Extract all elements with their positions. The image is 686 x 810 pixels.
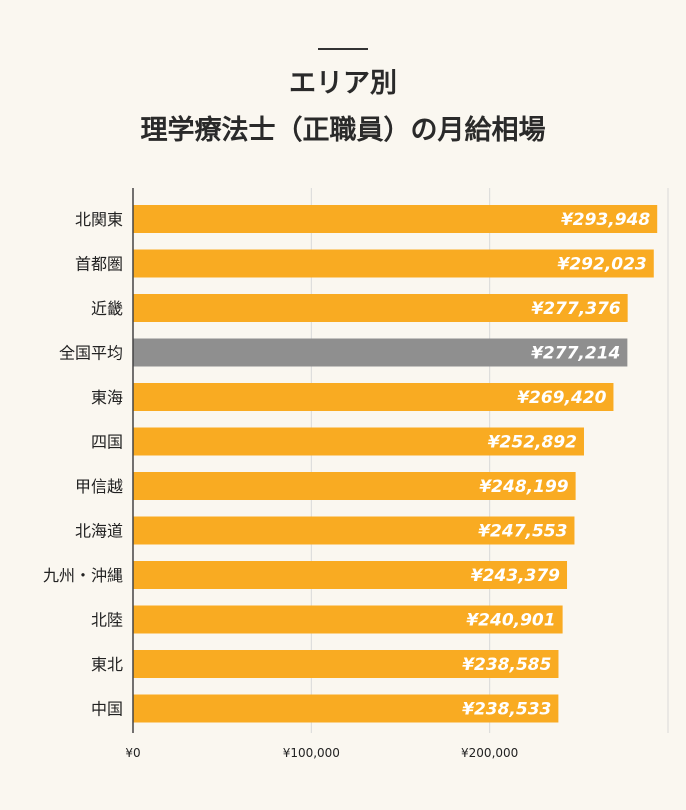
value-label: ¥292,023 bbox=[558, 255, 647, 275]
category-label: 甲信越 bbox=[75, 477, 123, 496]
bar bbox=[133, 694, 559, 723]
bar bbox=[133, 249, 654, 278]
value-label: ¥240,901 bbox=[466, 611, 555, 631]
bar bbox=[133, 561, 568, 589]
category-label: 東海 bbox=[91, 388, 123, 407]
bar bbox=[133, 338, 628, 367]
category-label: 近畿 bbox=[91, 299, 123, 318]
x-tick-label: ¥100,000 bbox=[283, 746, 340, 760]
bar bbox=[133, 383, 614, 411]
bar bbox=[133, 427, 584, 456]
bar bbox=[133, 205, 658, 233]
value-label: ¥248,199 bbox=[479, 477, 568, 497]
category-label: 北海道 bbox=[75, 522, 123, 541]
value-label: ¥238,585 bbox=[462, 655, 551, 675]
bar bbox=[133, 516, 575, 545]
value-label: ¥277,214 bbox=[531, 344, 620, 364]
x-tick-label: ¥200,000 bbox=[461, 746, 518, 760]
category-label: 北関東 bbox=[75, 210, 123, 229]
value-label: ¥238,533 bbox=[462, 700, 551, 720]
bar bbox=[133, 294, 628, 322]
bar bbox=[133, 605, 563, 634]
category-label: 東北 bbox=[91, 655, 123, 674]
value-label: ¥243,379 bbox=[471, 566, 560, 586]
value-label: ¥269,420 bbox=[517, 388, 606, 408]
category-label: 九州・沖縄 bbox=[43, 566, 123, 585]
category-label: 四国 bbox=[91, 433, 123, 452]
value-label: ¥252,892 bbox=[488, 433, 577, 453]
bar bbox=[133, 650, 559, 678]
category-label: 北陸 bbox=[91, 611, 123, 630]
bar bbox=[133, 472, 576, 500]
chart-title-line2: 理学療法士（正職員）の月給相場 bbox=[140, 115, 546, 146]
value-label: ¥277,376 bbox=[531, 299, 620, 319]
title-rule bbox=[318, 48, 368, 50]
value-label: ¥293,948 bbox=[561, 210, 650, 230]
x-tick-label: ¥0 bbox=[125, 746, 140, 760]
category-label: 首都圏 bbox=[75, 255, 123, 274]
category-label: 全国平均 bbox=[59, 344, 123, 363]
category-label: 中国 bbox=[91, 700, 123, 719]
chart-title-line1: エリア別 bbox=[289, 68, 397, 99]
value-label: ¥247,553 bbox=[478, 522, 567, 542]
